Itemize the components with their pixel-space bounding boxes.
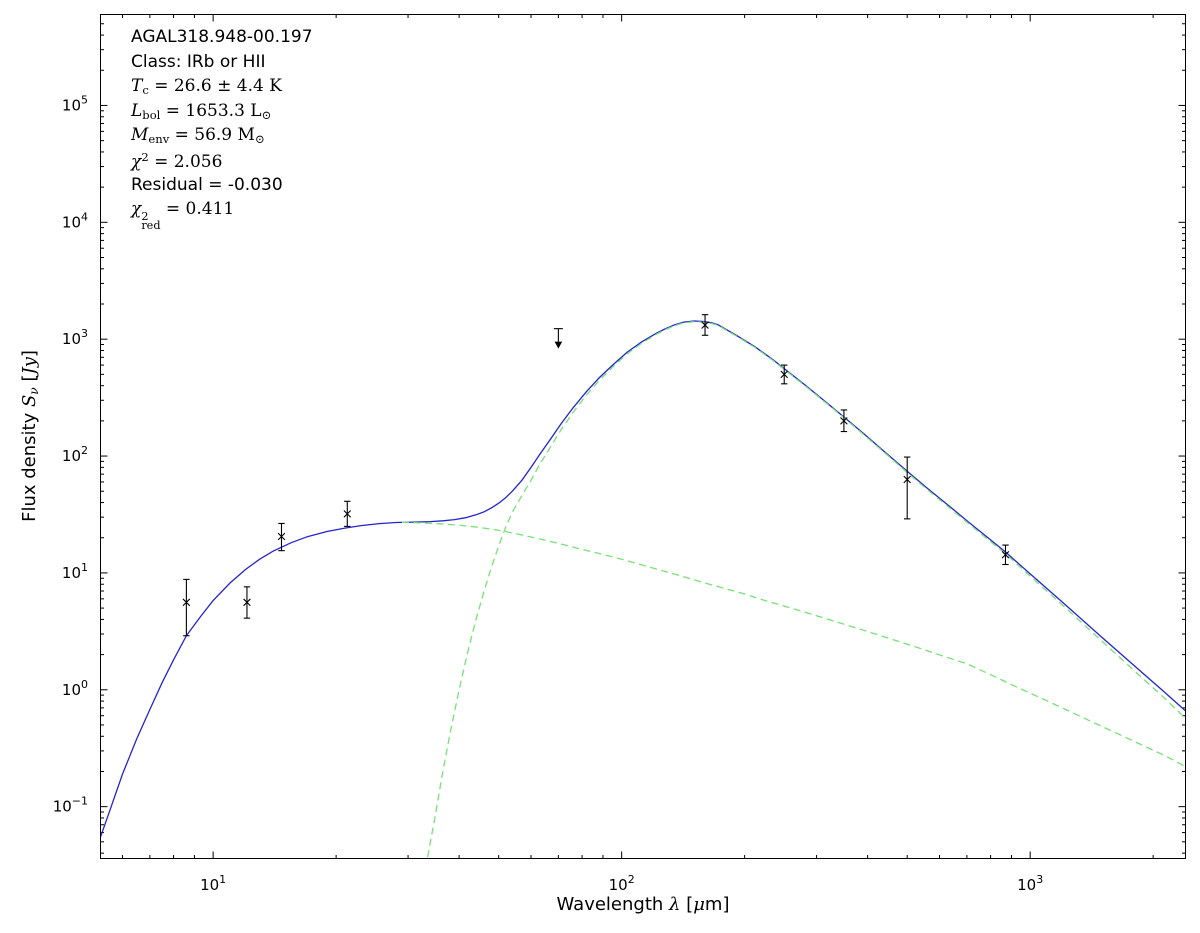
tick-label: 104 xyxy=(62,210,88,231)
tick-label: 101 xyxy=(62,561,88,582)
tick-label: 105 xyxy=(62,93,88,114)
source-annotation-block: AGAL318.948-00.197 Class: IRb or HII Tc = … xyxy=(131,27,313,232)
tick-label: 10−1 xyxy=(53,795,88,816)
annotation-line: Residual = -0.030 xyxy=(131,174,283,195)
annotation-line: Menv = 56.9 M⊙ xyxy=(131,125,265,147)
data-point xyxy=(182,578,191,637)
total-model-fit-curve xyxy=(100,320,1186,838)
data-point xyxy=(1001,544,1010,566)
x-marker xyxy=(1001,550,1010,559)
annotation-line: Lbol = 1653.3 L⊙ xyxy=(131,100,272,123)
x-marker xyxy=(903,475,911,484)
tick-label: 102 xyxy=(609,873,635,894)
warm-component-curve xyxy=(401,521,1186,768)
data-point xyxy=(243,586,251,619)
annotation-line: χ2 = 2.056 xyxy=(131,149,223,172)
x-marker xyxy=(243,598,251,607)
data-point xyxy=(343,500,352,527)
stacked-sup-sub: 2 red xyxy=(141,209,161,232)
data-points xyxy=(182,314,1010,637)
data-point xyxy=(840,409,848,433)
x-marker xyxy=(840,417,848,425)
curves xyxy=(100,320,1186,858)
tick-label: 100 xyxy=(62,678,88,699)
annotation-line: χ 2 red = 0.411 xyxy=(131,199,235,232)
cold-component-curve xyxy=(426,321,1186,858)
plot-frame xyxy=(100,14,1186,859)
tick-label: 103 xyxy=(62,327,88,348)
data-point xyxy=(780,364,789,385)
annotation-line: Class: IRb or HII xyxy=(131,51,266,72)
data-point xyxy=(701,314,709,336)
x-marker xyxy=(343,510,352,518)
x-axis-label: Wavelength λ [μm] xyxy=(556,894,730,915)
x-marker xyxy=(701,321,709,329)
annotation-line: Tc = 26.6 ± 4.4 K xyxy=(131,76,282,98)
y-axis-label: Flux density Sν [Jy] xyxy=(18,350,42,522)
tick-label: 103 xyxy=(1017,873,1043,894)
data-point xyxy=(903,456,911,520)
annotation-line: AGAL318.948-00.197 xyxy=(131,27,313,47)
tick-label: 102 xyxy=(62,444,88,465)
axis-ticks xyxy=(100,14,1186,859)
tick-label: 101 xyxy=(200,873,226,894)
x-marker xyxy=(182,598,191,607)
data-point xyxy=(277,522,286,552)
x-marker xyxy=(277,532,286,541)
upper-limit-marker xyxy=(553,328,563,349)
x-marker xyxy=(780,370,789,379)
